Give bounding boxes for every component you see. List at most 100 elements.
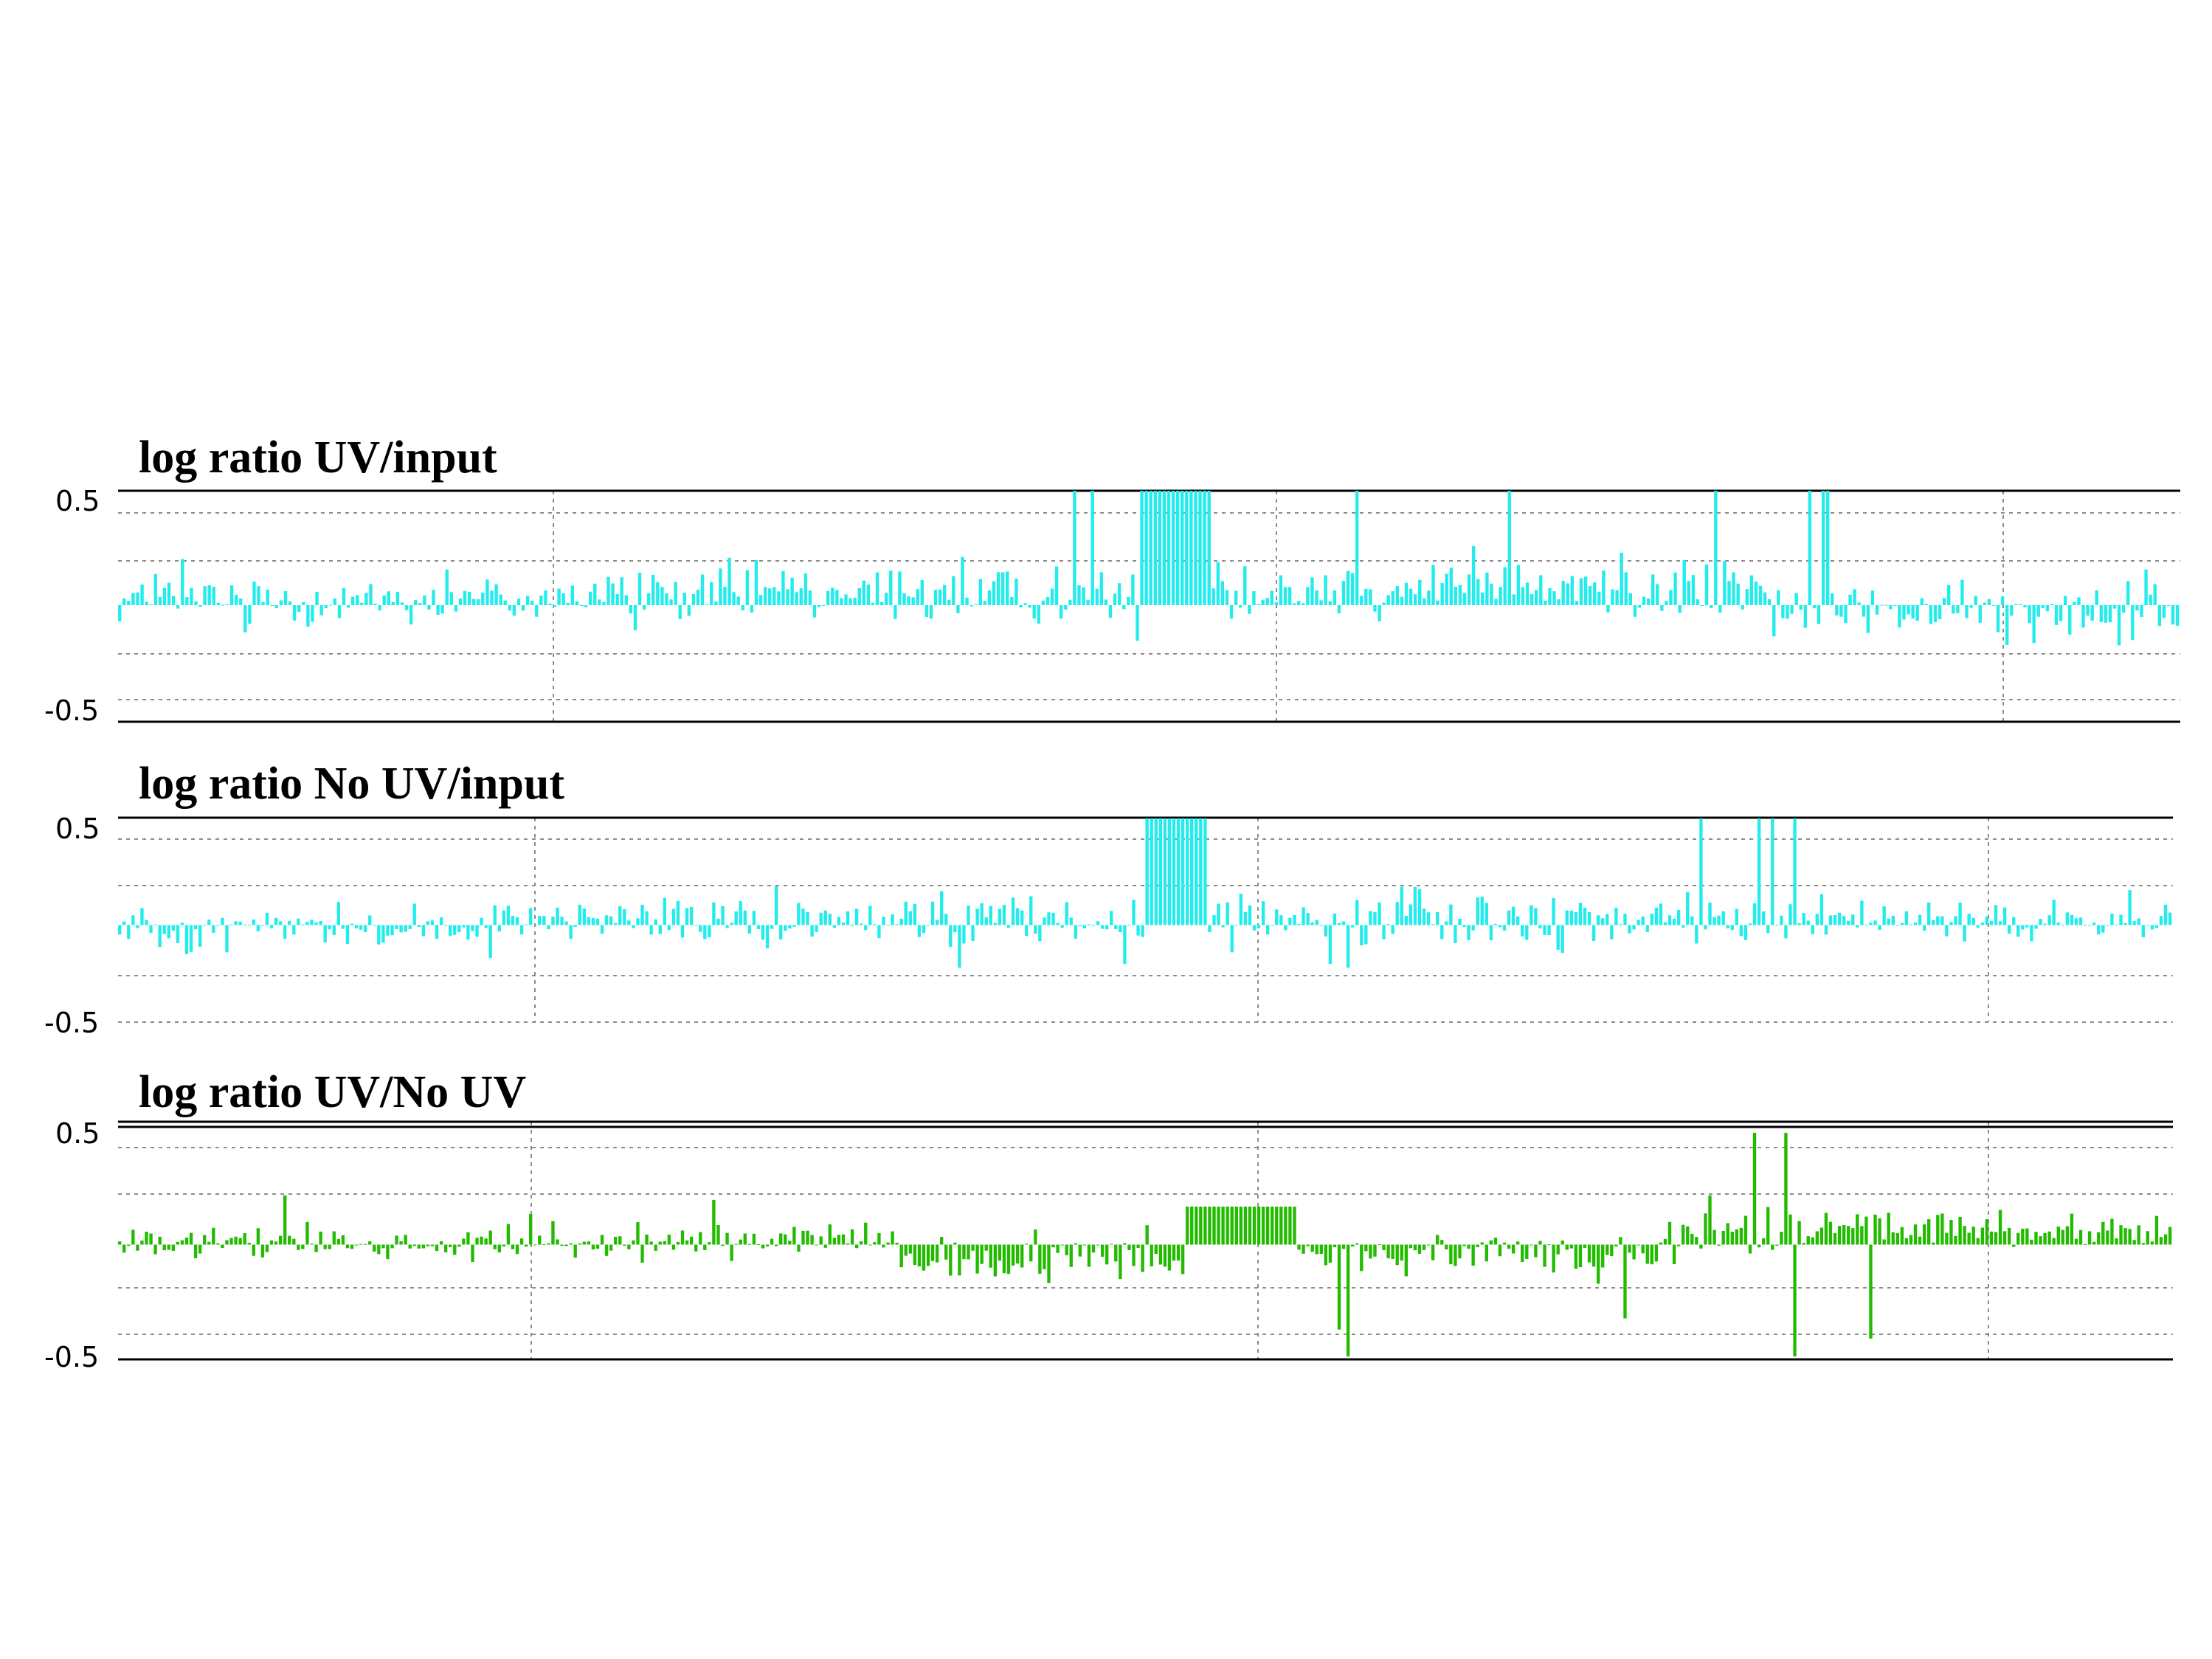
bar: [1736, 583, 1740, 605]
bar: [1413, 1244, 1417, 1251]
bar: [1239, 893, 1242, 925]
bar: [1199, 1206, 1203, 1245]
bar: [2047, 915, 2051, 925]
bar: [539, 596, 543, 605]
bar: [1821, 491, 1825, 605]
bar: [2087, 1231, 2092, 1245]
bar: [1337, 605, 1341, 614]
bar: [1382, 1244, 1386, 1251]
bar: [632, 1240, 635, 1245]
bar: [792, 1227, 796, 1245]
bar: [1748, 923, 1752, 925]
bar: [302, 602, 305, 605]
bar: [779, 1233, 783, 1245]
bar: [310, 920, 314, 925]
bar: [2000, 596, 2005, 605]
bar: [145, 1231, 148, 1245]
bar: [781, 570, 785, 605]
bar: [198, 605, 202, 607]
bar: [1583, 576, 1588, 605]
bar: [1772, 605, 1776, 637]
bar: [2077, 597, 2081, 605]
bar: [1181, 491, 1184, 605]
bar: [1328, 1244, 1333, 1263]
bar: [570, 585, 575, 605]
bar: [1243, 566, 1247, 605]
bar: [485, 579, 489, 605]
bar: [180, 922, 184, 925]
bar: [1043, 917, 1046, 925]
bar: [278, 921, 283, 925]
bar: [529, 908, 533, 925]
bar: [1538, 925, 1542, 928]
bar: [1485, 572, 1489, 605]
bar: [516, 599, 521, 605]
bar: [1440, 1240, 1444, 1245]
bar: [727, 557, 731, 605]
bar: [475, 1238, 479, 1245]
bar: [2005, 605, 2009, 645]
bar: [333, 598, 337, 605]
bar: [184, 1237, 189, 1245]
bar: [1891, 1232, 1895, 1245]
bar: [992, 581, 996, 605]
bar: [1265, 925, 1270, 935]
bar: [2030, 1239, 2033, 1245]
bar: [378, 605, 381, 611]
bar: [708, 925, 711, 938]
bar: [614, 922, 618, 925]
bar: [1642, 596, 1646, 605]
bar: [1082, 1244, 1087, 1246]
bar: [162, 1244, 166, 1251]
bar: [454, 605, 458, 612]
bar: [1676, 1244, 1681, 1246]
bar: [426, 921, 430, 925]
bar: [395, 592, 400, 605]
bar: [674, 582, 677, 605]
bar: [1980, 922, 1985, 925]
bar: [511, 1244, 515, 1249]
bar: [1234, 590, 1238, 605]
bar: [1068, 600, 1072, 605]
bar: [145, 601, 148, 605]
bar: [1708, 903, 1712, 925]
bar: [288, 920, 291, 925]
bar: [1341, 581, 1346, 605]
bar: [1369, 589, 1372, 605]
bar-series: [118, 491, 2180, 646]
bar: [857, 587, 861, 605]
bar: [691, 593, 696, 605]
bar: [1784, 925, 1788, 939]
bar: [2059, 605, 2063, 621]
bar: [895, 924, 899, 925]
bar: [1284, 1206, 1288, 1245]
bar: [569, 1243, 573, 1245]
bar: [578, 904, 581, 925]
bar: [1333, 913, 1337, 925]
bar: [332, 925, 336, 935]
bar: [1815, 914, 1819, 925]
bar: [1927, 1219, 1931, 1245]
bar: [1355, 900, 1359, 925]
bar: [1015, 908, 1020, 925]
bar: [1535, 590, 1538, 605]
bar: [1730, 1232, 1734, 1245]
bar: [216, 1243, 220, 1245]
bar: [1848, 594, 1852, 605]
bar: [477, 599, 480, 605]
bar: [337, 605, 342, 618]
bar: [1628, 593, 1633, 605]
bar: [1806, 1236, 1810, 1245]
bar: [2159, 1237, 2163, 1245]
bar: [1735, 1229, 1739, 1245]
bar: [1203, 818, 1207, 925]
bar: [1862, 605, 1865, 617]
bar: [877, 925, 881, 939]
bar: [2014, 604, 2018, 605]
bar: [122, 1244, 126, 1253]
bar: [1167, 818, 1172, 925]
bar: [1790, 605, 1794, 614]
bar: [1587, 1244, 1591, 1263]
bar: [1391, 925, 1394, 934]
bar: [1659, 1242, 1663, 1245]
